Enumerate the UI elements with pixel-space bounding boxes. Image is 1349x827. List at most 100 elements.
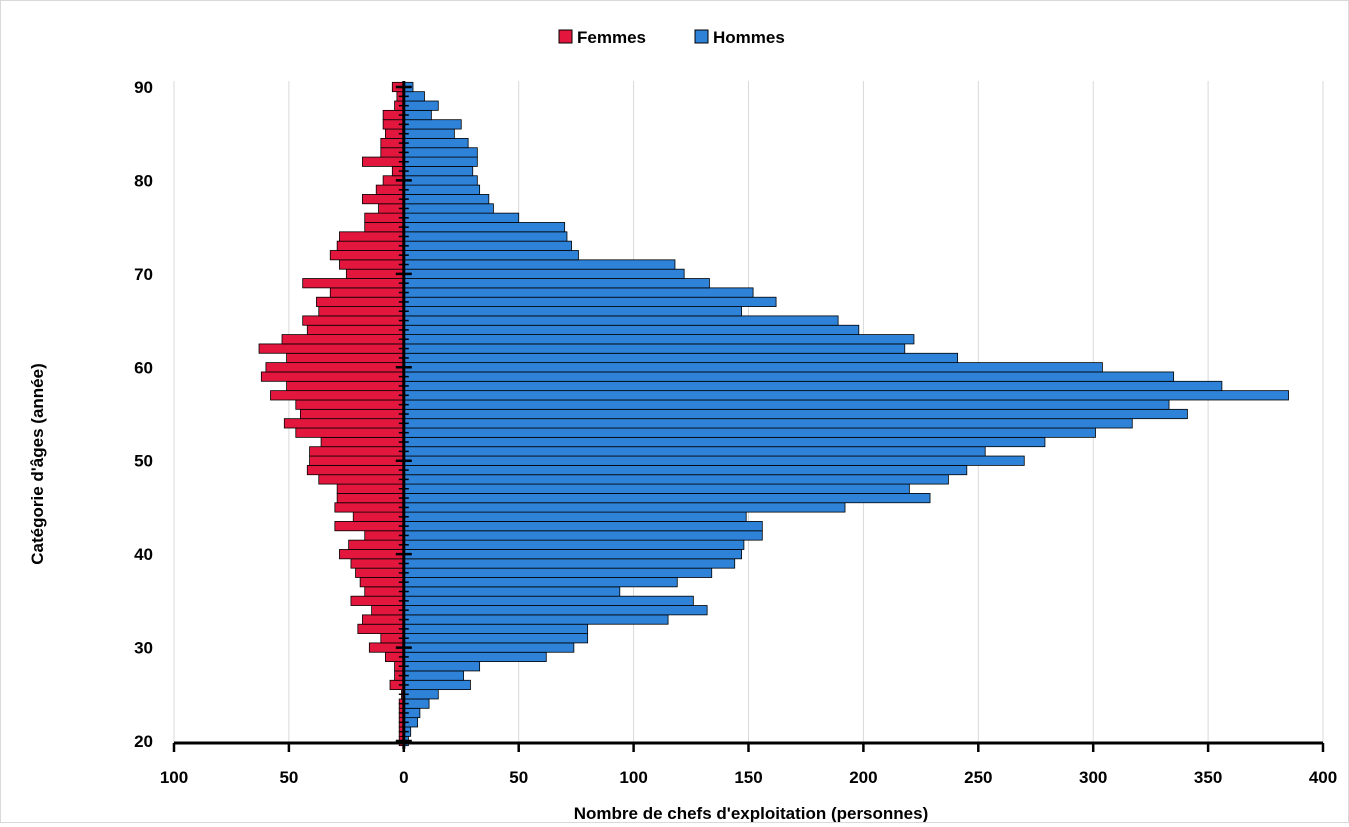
legend-swatch-hommes — [694, 29, 709, 44]
bar-hommes-86 — [403, 119, 462, 130]
bar-femmes-68 — [329, 287, 405, 298]
bar-femmes-50 — [309, 455, 405, 466]
bar-hommes-39 — [403, 558, 736, 569]
bar-femmes-49 — [306, 464, 405, 476]
bar-femmes-46 — [336, 493, 405, 504]
bar-hommes-38 — [403, 567, 713, 578]
bar-femmes-52 — [320, 436, 405, 448]
bar-hommes-49 — [403, 464, 968, 476]
bar-hommes-81 — [403, 166, 474, 177]
bar-hommes-34 — [403, 605, 708, 616]
bar-hommes-56 — [403, 399, 1170, 410]
bar-femmes-44 — [352, 511, 405, 522]
bar-femmes-37 — [359, 577, 405, 588]
legend-label-hommes: Hommes — [713, 28, 785, 47]
bar-hommes-40 — [403, 549, 743, 560]
bar-femmes-76 — [364, 212, 405, 223]
bar-hommes-44 — [403, 511, 747, 522]
bar-hommes-54 — [403, 418, 1133, 429]
axes — [172, 81, 1325, 752]
y-tick-labels: 20 30 40 50 60 70 80 90 — [134, 78, 153, 751]
x-axis-title: Nombre de chefs d'exploitation (personne… — [574, 804, 929, 822]
bar-femmes-66 — [318, 306, 405, 317]
bar-femmes-57 — [270, 390, 405, 401]
bar-femmes-55 — [299, 408, 405, 420]
bar-femmes-63 — [281, 334, 405, 345]
y-tick-label: 30 — [134, 639, 153, 658]
bar-hommes-31 — [403, 633, 589, 644]
bar-femmes-41 — [348, 539, 405, 550]
bar-femmes-42 — [364, 530, 405, 541]
bar-hommes-61 — [403, 352, 959, 364]
bar-femmes-36 — [364, 586, 405, 597]
bar-hommes-47 — [403, 483, 910, 494]
bar-hommes-74 — [403, 231, 568, 242]
legend-label-femmes: Femmes — [577, 28, 646, 47]
bar-hommes-67 — [403, 296, 777, 307]
bar-femmes-82 — [362, 156, 405, 167]
bar-hommes-63 — [403, 334, 915, 345]
bar-hommes-77 — [403, 203, 494, 214]
bar-hommes-37 — [403, 577, 678, 588]
y-tick-label: 70 — [134, 265, 153, 284]
x-tick-label: 200 — [849, 768, 877, 787]
bar-hommes-80 — [403, 175, 478, 186]
bar-femmes-64 — [306, 324, 405, 335]
y-tick-label: 50 — [134, 452, 153, 471]
bar-hommes-70 — [403, 268, 685, 279]
bar-femmes-67 — [316, 296, 405, 307]
bar-femmes-54 — [283, 418, 405, 429]
bar-hommes-30 — [403, 642, 575, 653]
bar-hommes-71 — [403, 259, 676, 270]
y-tick-label: 20 — [134, 732, 153, 751]
bar-femmes-72 — [329, 250, 405, 261]
bar-hommes-50 — [403, 455, 1025, 466]
bar-femmes-43 — [334, 521, 405, 532]
bar-hommes-65 — [403, 315, 839, 326]
bar-femmes-39 — [350, 558, 405, 569]
bar-hommes-32 — [403, 623, 589, 634]
bar-hommes-53 — [403, 427, 1096, 438]
bar-femmes-74 — [339, 231, 405, 242]
bar-hommes-60 — [403, 362, 1103, 373]
bar-hommes-83 — [403, 147, 478, 158]
bar-hommes-45 — [403, 502, 846, 513]
bar-femmes-69 — [302, 278, 405, 289]
bar-femmes-38 — [355, 567, 405, 578]
bar-hommes-64 — [403, 324, 860, 335]
bar-hommes-69 — [403, 278, 710, 289]
bar-hommes-88 — [403, 100, 439, 111]
bar-femmes-70 — [345, 268, 405, 279]
y-axis-title: Catégorie d'âges (année) — [28, 363, 47, 565]
bar-femmes-40 — [339, 549, 405, 560]
bar-hommes-52 — [403, 436, 1046, 448]
bar-hommes-72 — [403, 250, 579, 261]
bar-hommes-59 — [403, 371, 1175, 382]
bar-hommes-26 — [403, 679, 471, 691]
x-tick-label: 350 — [1194, 768, 1222, 787]
bar-hommes-58 — [403, 380, 1223, 392]
x-tick-label: 50 — [279, 768, 298, 787]
x-tick-label: 300 — [1079, 768, 1107, 787]
bar-femmes-59 — [260, 371, 405, 382]
x-tick-label: 100 — [160, 768, 188, 787]
bar-hommes-85 — [403, 128, 455, 139]
bar-femmes-45 — [334, 502, 405, 513]
legend: Femmes Hommes — [558, 28, 785, 47]
bar-femmes-33 — [362, 614, 405, 625]
bar-hommes-28 — [403, 661, 481, 672]
bar-hommes-41 — [403, 539, 745, 550]
bar-hommes-75 — [403, 222, 566, 233]
y-tick-label: 60 — [134, 358, 153, 377]
bar-hommes-43 — [403, 521, 763, 532]
bar-hommes-62 — [403, 343, 906, 354]
bar-hommes-46 — [403, 493, 931, 504]
legend-swatch-femmes — [558, 29, 573, 44]
bar-hommes-48 — [403, 474, 949, 485]
femmes-bars — [258, 81, 405, 747]
bar-hommes-35 — [403, 595, 694, 606]
bar-hommes-25 — [403, 689, 439, 700]
bar-hommes-79 — [403, 184, 481, 195]
